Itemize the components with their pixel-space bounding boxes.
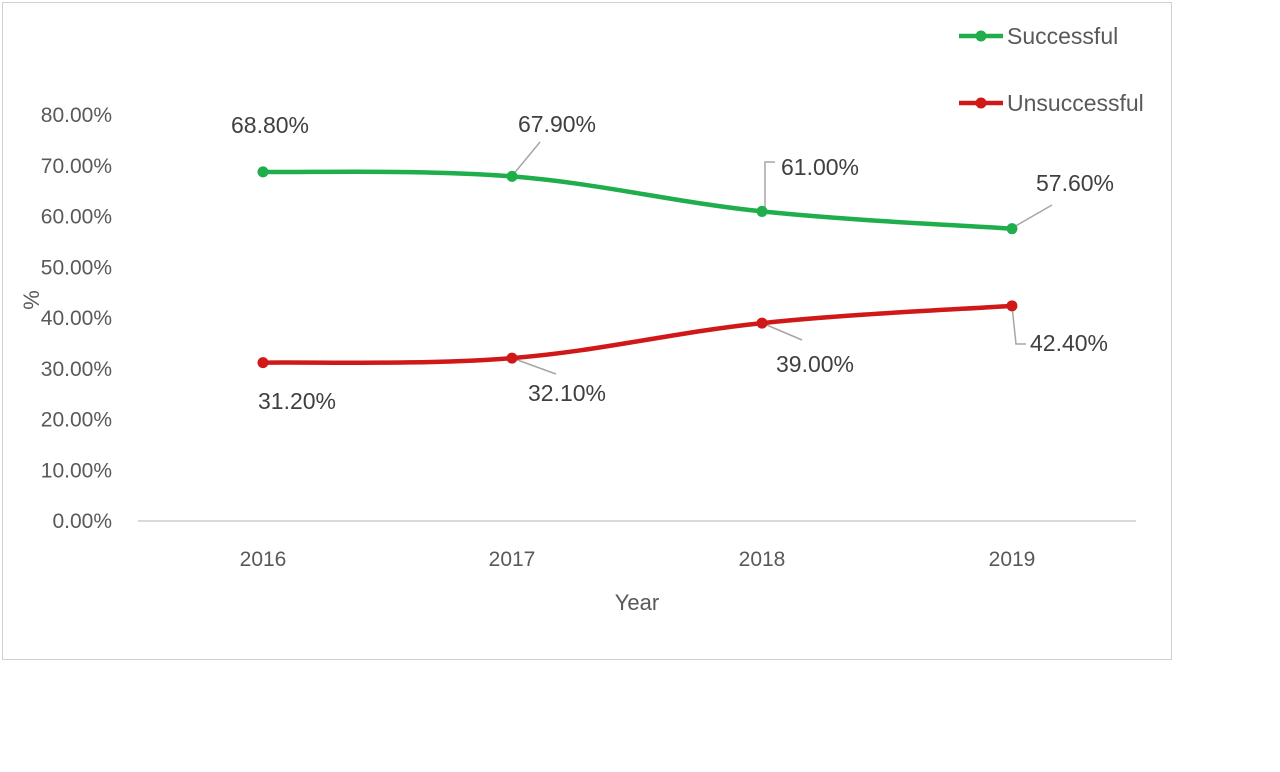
y-axis-ticks: 0.00% 10.00% 20.00% 30.00% 40.00% 50.00% 60.00… — [41, 104, 112, 533]
series-lines — [257, 166, 1018, 369]
legend-marker-unsuccessful — [975, 97, 987, 109]
data-label-unsuccessful: 32.10% — [528, 380, 606, 406]
leader-lines — [511, 141, 1053, 375]
legend: Successful Unsuccessful — [959, 23, 1144, 116]
data-point-unsuccessful — [756, 317, 768, 329]
data-label-unsuccessful: 42.40% — [1030, 330, 1108, 356]
y-tick-label: 10.00% — [41, 459, 112, 482]
leader-line — [1011, 305, 1026, 345]
y-tick-label: 20.00% — [41, 409, 112, 432]
data-label-unsuccessful: 39.00% — [776, 351, 854, 377]
data-label-successful: 61.00% — [781, 154, 859, 180]
data-point-unsuccessful — [1006, 300, 1018, 312]
leader-line — [764, 161, 775, 210]
leader-line — [511, 357, 557, 375]
leader-line — [761, 322, 803, 341]
y-tick-label: 80.00% — [41, 104, 112, 127]
x-tick-label: 2019 — [989, 548, 1036, 571]
chart-frame — [2, 2, 1172, 660]
y-tick-label: 50.00% — [41, 256, 112, 279]
x-axis-ticks: 2016 2017 2018 2019 — [240, 548, 1036, 571]
data-point-successful — [506, 170, 518, 182]
series-line-unsuccessful — [262, 303, 1013, 366]
y-tick-label: 0.00% — [52, 510, 112, 533]
x-axis-title: Year — [615, 590, 659, 615]
data-label-successful: 67.90% — [518, 111, 596, 137]
legend-marker-successful — [975, 30, 987, 42]
data-label-successful: 68.80% — [231, 112, 309, 138]
data-point-successful — [257, 166, 269, 178]
y-axis-title: % — [19, 290, 44, 310]
data-point-unsuccessful — [257, 357, 269, 369]
leader-line — [511, 141, 541, 177]
data-point-successful — [1006, 223, 1018, 235]
data-point-unsuccessful — [506, 352, 518, 364]
legend-label-successful: Successful — [1007, 23, 1118, 49]
data-label-unsuccessful: 31.20% — [258, 388, 336, 414]
legend-label-unsuccessful: Unsuccessful — [1007, 90, 1144, 116]
data-point-successful — [756, 205, 768, 217]
y-tick-label: 60.00% — [41, 206, 112, 229]
data-labels: 68.80% 67.90% 61.00% 57.60% 31.20% 32.10% 39.0… — [231, 111, 1114, 414]
data-label-successful: 57.60% — [1036, 170, 1114, 196]
leader-line — [1011, 204, 1053, 229]
y-tick-label: 70.00% — [41, 155, 112, 178]
x-tick-label: 2018 — [739, 548, 786, 571]
y-tick-label: 40.00% — [41, 307, 112, 330]
x-tick-label: 2017 — [489, 548, 536, 571]
series-line-successful — [262, 169, 1013, 231]
y-tick-label: 30.00% — [41, 358, 112, 381]
x-tick-label: 2016 — [240, 548, 287, 571]
